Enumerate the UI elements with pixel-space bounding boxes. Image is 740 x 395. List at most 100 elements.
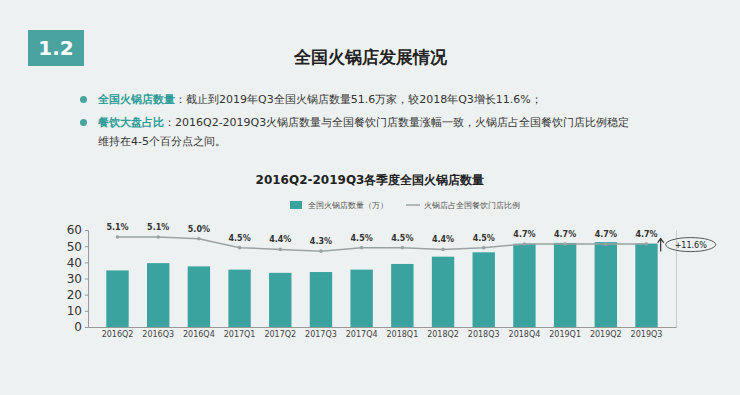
annotation-text: +11.6% xyxy=(675,241,708,250)
tick-mark xyxy=(85,246,88,247)
tick-mark xyxy=(85,327,88,328)
bar xyxy=(350,270,372,327)
bullet-label: 全国火锅店数量 xyxy=(98,93,175,106)
tick-label: 2016Q3 xyxy=(142,330,174,339)
page-title: 全国火锅店发展情况 xyxy=(0,46,740,69)
tick: 50 xyxy=(67,240,88,254)
legend-swatch xyxy=(290,201,302,209)
tick-label: 2019Q3 xyxy=(631,330,663,339)
tick: 2019Q3 xyxy=(631,327,663,339)
tick: 2017Q1 xyxy=(224,327,256,339)
tick: 2017Q2 xyxy=(264,327,296,339)
tick-label: 50 xyxy=(67,240,82,254)
line-point xyxy=(156,235,160,239)
tick-mark xyxy=(85,262,88,263)
tick-label: 2018Q2 xyxy=(427,330,459,339)
line-point xyxy=(441,248,445,252)
tick-label: 2017Q4 xyxy=(346,330,378,339)
tick-label: 2019Q2 xyxy=(590,330,622,339)
data-label: 4.7% xyxy=(554,230,576,239)
tick-label: 2018Q3 xyxy=(468,330,500,339)
bar xyxy=(147,263,169,327)
tick: 2018Q3 xyxy=(468,327,500,339)
data-label: 5.1% xyxy=(106,223,128,232)
tick: 2017Q3 xyxy=(305,327,337,339)
tick: 60 xyxy=(67,223,88,237)
data-label: 4.5% xyxy=(391,234,413,243)
legend-label: 全国火锅店数量（万） xyxy=(308,201,388,210)
data-label: 4.5% xyxy=(228,234,250,243)
section-badge: 1.2 xyxy=(28,30,84,66)
tick-label: 20 xyxy=(67,288,82,302)
bullet-label: 餐饮大盘占比 xyxy=(98,116,164,129)
annotation: +11.6% xyxy=(658,238,716,252)
tick-label: 10 xyxy=(67,304,82,318)
tick-label: 2019Q1 xyxy=(549,330,581,339)
line-point xyxy=(278,248,282,252)
tick-mark xyxy=(85,279,88,280)
tick: 20 xyxy=(67,288,88,302)
tick-label: 40 xyxy=(67,256,82,270)
tick: 2019Q2 xyxy=(590,327,622,339)
tick-mark xyxy=(85,311,88,312)
x-axis: 2016Q2 2016Q3 2016Q4 2017Q1 2017Q2 2017Q3 2017… xyxy=(89,327,677,339)
data-label: 4.5% xyxy=(473,234,495,243)
line-point xyxy=(523,242,527,246)
line-point xyxy=(604,242,608,246)
tick: 2018Q4 xyxy=(509,327,541,339)
line-point xyxy=(482,246,486,250)
y-axis: 0 10 20 30 40 50 60 xyxy=(67,223,89,334)
bar xyxy=(554,243,576,327)
annotation-outline xyxy=(666,238,716,252)
legend: 全国火锅店数量（万） 火锅店占全国餐饮门店比例 xyxy=(290,201,520,210)
tick: 2018Q1 xyxy=(386,327,418,339)
tick: 30 xyxy=(67,272,88,286)
data-label: 4.5% xyxy=(351,234,373,243)
bullet-list: 全国火锅店数量：截止到2019年Q3全国火锅店数量51.6万家，较2018年Q3… xyxy=(80,90,640,155)
tick-label: 0 xyxy=(74,320,82,334)
bar xyxy=(432,257,454,327)
data-label: 4.4% xyxy=(432,235,454,244)
data-label: 5.0% xyxy=(188,225,210,234)
line-point xyxy=(197,237,201,241)
line xyxy=(118,237,647,251)
bullet-text: ：2016Q2-2019Q3火锅店数量与全国餐饮门店数量涨幅一致，火锅店占全国餐… xyxy=(98,116,629,148)
bar xyxy=(188,266,210,327)
tick: 10 xyxy=(67,304,88,318)
line-point xyxy=(360,246,364,250)
data-label: 4.3% xyxy=(310,237,332,246)
tick-label: 2018Q4 xyxy=(509,330,541,339)
tick: 2016Q3 xyxy=(142,327,174,339)
tick-mark xyxy=(85,295,88,296)
tick-label: 2018Q1 xyxy=(386,330,418,339)
bullet: 餐饮大盘占比：2016Q2-2019Q3火锅店数量与全国餐饮门店数量涨幅一致，火… xyxy=(80,113,640,151)
chart-title: 2016Q2-2019Q3各季度全国火锅店数量 xyxy=(256,173,485,187)
tick-label: 60 xyxy=(67,223,82,237)
tick: 2016Q4 xyxy=(183,327,215,339)
data-label: 4.7% xyxy=(513,230,535,239)
chart: 2016Q2-2019Q3各季度全国火锅店数量全国火锅店数量（万） 火锅店占全国餐… xyxy=(0,0,740,395)
line-point xyxy=(645,242,649,246)
tick: 2016Q2 xyxy=(102,327,134,339)
bar xyxy=(391,264,413,327)
tick: 2019Q1 xyxy=(549,327,581,339)
axis-line xyxy=(89,327,677,328)
bar xyxy=(228,270,250,327)
bar xyxy=(310,272,332,327)
bullet-text: ：截止到2019年Q3全国火锅店数量51.6万家，较2018年Q3增长11.6%… xyxy=(175,93,542,106)
axis-line xyxy=(85,231,89,328)
bar xyxy=(513,244,535,327)
tick-label: 2016Q2 xyxy=(102,330,134,339)
tick-label: 2017Q2 xyxy=(264,330,296,339)
data-label: 5.1% xyxy=(147,223,169,232)
bullet: 全国火锅店数量：截止到2019年Q3全国火锅店数量51.6万家，较2018年Q3… xyxy=(80,90,640,109)
bar xyxy=(635,244,657,327)
line-point xyxy=(238,246,242,250)
legend-label: 火锅店占全国餐饮门店比例 xyxy=(424,201,520,210)
plot-area xyxy=(106,235,657,327)
bar xyxy=(473,252,495,327)
line-point xyxy=(319,249,323,253)
tick: 2017Q4 xyxy=(346,327,378,339)
tick: 0 xyxy=(74,320,88,334)
tick-label: 2016Q4 xyxy=(183,330,215,339)
